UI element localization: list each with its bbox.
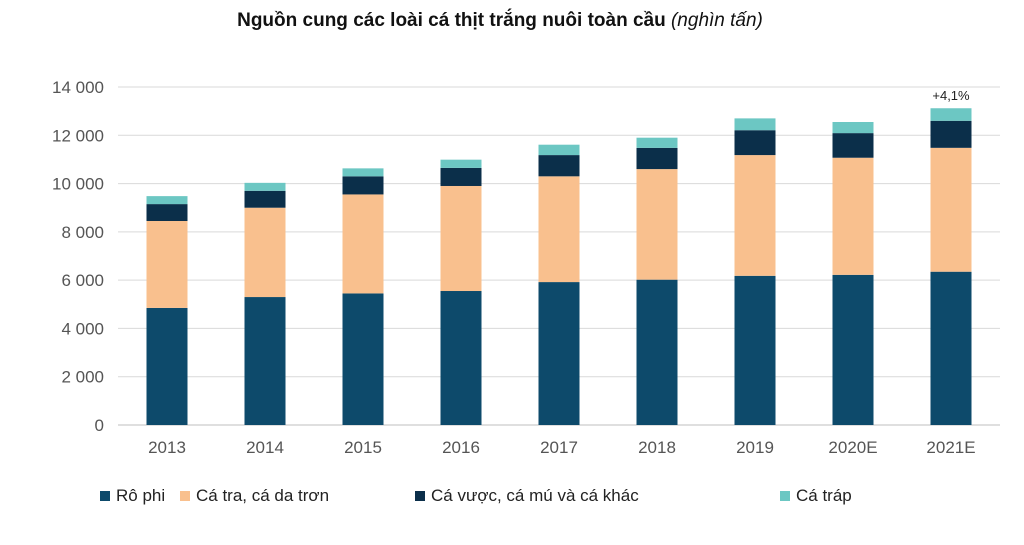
- bar-segment: [440, 291, 482, 425]
- bar-segment: [930, 271, 972, 425]
- bar-segment: [636, 137, 678, 148]
- legend-label: Cá tráp: [796, 486, 852, 505]
- x-tick-label: 2013: [148, 438, 186, 457]
- bar-segment: [146, 220, 188, 308]
- bar-segment: [930, 120, 972, 148]
- y-tick-label: 8 000: [61, 223, 104, 242]
- bar-segment: [146, 196, 188, 205]
- bar-segment: [734, 130, 776, 156]
- bar-segment: [146, 204, 188, 221]
- y-tick-label: 2 000: [61, 368, 104, 387]
- y-tick-label: 6 000: [61, 271, 104, 290]
- y-tick-label: 10 000: [52, 175, 104, 194]
- legend-swatch: [780, 491, 790, 501]
- bar-segment: [244, 297, 286, 425]
- bar-segment: [832, 274, 874, 425]
- bar-segment: [244, 182, 286, 191]
- bar-segment: [734, 275, 776, 425]
- legend-item: Rô phi: [100, 486, 165, 506]
- legend-label: Cá vược, cá mú và cá khác: [431, 486, 639, 505]
- x-tick-label: 2019: [736, 438, 774, 457]
- bar-segment: [342, 194, 384, 294]
- x-tick-label: 2017: [540, 438, 578, 457]
- chart-title: Nguồn cung các loài cá thịt trắng nuôi t…: [0, 10, 1000, 32]
- bar-segment: [440, 185, 482, 292]
- bar-segment: [538, 282, 580, 425]
- stacked-bar-chart: 0 2 000 4 000 6 000 8 000 10 000 12 000 14 000 2…: [52, 78, 1000, 457]
- bar-segment: [636, 279, 678, 425]
- legend-swatch: [415, 491, 425, 501]
- bar-segment: [440, 159, 482, 168]
- legend-item: Cá tra, cá da trơn: [180, 486, 329, 506]
- x-tick-label: 2020E: [828, 438, 877, 457]
- y-tick-label: 4 000: [61, 319, 104, 338]
- bar-segment: [538, 176, 580, 283]
- bar-segment: [538, 144, 580, 156]
- bar-segment: [538, 155, 580, 177]
- bar-segment: [930, 108, 972, 121]
- bar-segment: [930, 147, 972, 272]
- legend-item: Cá vược, cá mú và cá khác: [415, 486, 639, 506]
- bar-segment: [244, 190, 286, 208]
- legend-label: Rô phi: [116, 486, 166, 505]
- y-tick-label: 0: [95, 416, 104, 435]
- bar-segment: [146, 307, 188, 425]
- x-tick-label: 2021E: [926, 438, 975, 457]
- x-tick-label: 2018: [638, 438, 676, 457]
- bar-segment: [342, 168, 384, 177]
- bar-segment: [734, 155, 776, 276]
- x-tick-label: 2014: [246, 438, 284, 457]
- legend-item: Cá tráp: [780, 486, 852, 506]
- growth-annotation: +4,1%: [932, 88, 970, 103]
- bar-segment: [440, 167, 482, 186]
- bar-segment: [832, 157, 874, 275]
- chart-title-unit: (nghìn tấn): [670, 10, 763, 31]
- bar-segment: [636, 147, 678, 170]
- bar-segment: [734, 118, 776, 131]
- x-tick-label: 2016: [442, 438, 480, 457]
- x-tick-label: 2015: [344, 438, 382, 457]
- y-tick-label: 14 000: [52, 78, 104, 97]
- bar-segment: [244, 207, 286, 298]
- bar-segment: [832, 122, 874, 134]
- legend-swatch: [180, 491, 190, 501]
- bar-segment: [342, 176, 384, 195]
- bar-segment: [636, 169, 678, 280]
- legend-swatch: [100, 491, 110, 501]
- legend-label: Cá tra, cá da trơn: [196, 486, 330, 505]
- y-tick-label: 12 000: [52, 126, 104, 145]
- bar-segment: [342, 293, 384, 425]
- chart-legend: Rô phi Cá tra, cá da trơn Cá vược, cá mú v…: [100, 486, 1000, 510]
- bar-segment: [832, 133, 874, 158]
- chart-title-main: Nguồn cung các loài cá thịt trắng nuôi t…: [237, 10, 666, 31]
